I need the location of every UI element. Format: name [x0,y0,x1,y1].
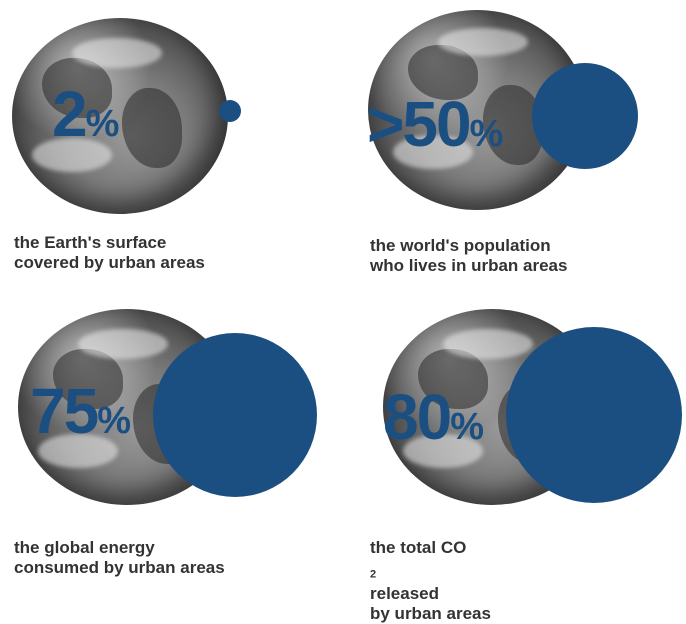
share-disc [532,63,638,169]
stat-value: 80% [383,385,484,449]
stat-value: >50% [367,92,503,156]
share-disc [153,333,317,497]
share-disc [219,100,241,122]
stat-value: 75% [30,379,131,443]
stat-caption: the world's population who lives in urba… [370,236,568,275]
stat-number: 80 [383,381,452,453]
stat-number: 2 [52,78,88,150]
earth-globe-image [12,18,228,214]
stat-unit: % [97,400,131,442]
stat-unit: % [450,406,484,448]
stat-number: >50 [367,88,472,160]
stat-value: 2% [52,82,119,146]
stat-panel-urban-population: >50% the world's population who lives in… [343,0,686,291]
stat-unit: % [85,103,120,145]
share-disc [506,327,682,503]
stat-panel-urban-surface: 2% the Earth's surface covered by urban … [0,0,343,291]
stat-unit: % [469,113,504,155]
stat-panel-urban-energy: 75% the global energy consumed by urban … [0,291,343,582]
stat-number: 75 [30,375,99,447]
stat-caption: the Earth's surface covered by urban are… [14,233,205,272]
stat-caption: the total CO 2 released by urban areas [370,538,491,624]
stat-panel-urban-co2: 80% the total CO 2 released by urban area… [343,291,686,623]
stat-caption: the global energy consumed by urban area… [14,538,225,577]
